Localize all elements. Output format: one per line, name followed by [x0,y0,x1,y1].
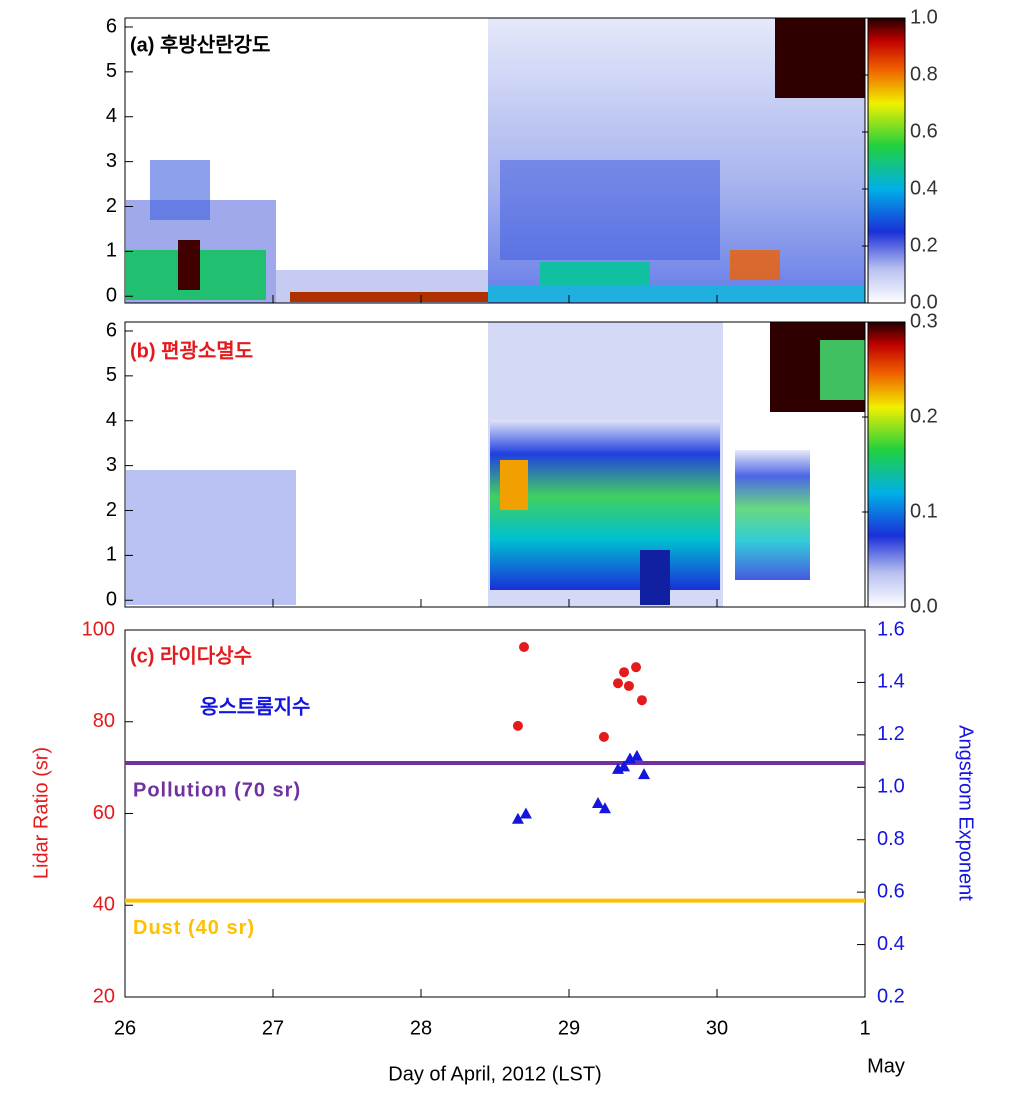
y-tick-label: 4 [106,409,117,431]
data-point [623,680,634,691]
y-tick-label: 80 [93,710,115,732]
y-tick-label: 6 [106,319,117,341]
y-tick-label: 20 [93,985,115,1007]
curtain-b [126,322,865,607]
y-tick-label: 2 [106,195,117,217]
y2-tick-label: 0.2 [877,985,905,1007]
panel-label: (a) 후방산란강도 [130,33,270,56]
curtain-a [126,18,865,303]
x-tick-label: 1 [859,1017,870,1039]
colorbar-tick-label: 0.2 [910,405,938,427]
colorbar-tick-label: 0.1 [910,500,938,522]
y2-tick-label: 0.8 [877,828,905,850]
colorbar-tick-label: 0.6 [910,120,938,142]
data-point [638,768,651,780]
data-point [592,797,605,809]
panel-label: (b) 편광소멸도 [130,339,253,362]
panel-label: 옹스트롬지수 [200,695,310,718]
y-tick-label: 4 [106,105,117,127]
y-tick-label: 5 [106,364,117,386]
colorbar-tick-label: 0.2 [910,234,938,256]
colorbar-tick-label: 0.0 [910,595,938,617]
y-tick-label: 6 [106,15,117,37]
y-tick-label: 1 [106,240,117,262]
data-point [630,749,643,761]
data-point [519,807,532,819]
data-point [612,678,623,689]
panel-c-frame [124,629,866,998]
panel-a-frame [124,17,866,304]
colorbar-tick-label: 1.0 [910,6,938,28]
colorbar-tick-label: 0.3 [910,310,938,332]
y2-tick-label: 1.4 [877,671,905,693]
reference-label: Pollution (70 sr) [133,779,301,801]
data-point [519,641,530,652]
data-point [618,760,631,772]
data-point [598,802,611,814]
y2-axis-title: Angstrom Exponent [955,725,977,901]
y-tick-label: 40 [93,894,115,916]
y-tick-label: 0 [106,285,117,307]
y2-tick-label: 0.4 [877,933,905,955]
y-tick-label: 60 [93,802,115,824]
y-axis-title: Lidar Ratio (sr) [30,747,52,879]
y-tick-label: 3 [106,454,117,476]
panel-b-frame [124,321,866,608]
x-tick-label: 28 [410,1017,432,1039]
data-point [636,695,647,706]
x-tick-label: 29 [558,1017,580,1039]
y2-tick-label: 0.6 [877,880,905,902]
colorbar-tick-label: 0.4 [910,177,938,199]
y2-tick-label: 1.0 [877,776,905,798]
y2-tick-label: 1.2 [877,723,905,745]
x-tick-label: 30 [706,1017,728,1039]
data-point [631,662,642,673]
panel-label: (c) 라이다상수 [130,644,252,667]
y2-tick-label: 1.6 [877,618,905,640]
data-point [619,667,630,678]
y-tick-label: 0 [106,589,117,611]
colorbar-a [867,17,906,304]
data-point [598,731,609,742]
month-label: May [867,1055,905,1077]
reference-label: Dust (40 sr) [133,917,255,939]
y-tick-label: 100 [82,618,115,640]
colorbar-tick-label: 0.8 [910,63,938,85]
x-tick-label: 27 [262,1017,284,1039]
colorbar-tick-label: 0.0 [910,291,938,313]
y-tick-label: 3 [106,150,117,172]
x-tick-label: 26 [114,1017,136,1039]
y-tick-label: 1 [106,544,117,566]
y-tick-label: 5 [106,60,117,82]
data-point [511,812,524,824]
colorbar-b [867,321,906,608]
x-axis-title: Day of April, 2012 (LST) [388,1063,601,1085]
data-point [512,720,523,731]
y-tick-label: 2 [106,499,117,521]
